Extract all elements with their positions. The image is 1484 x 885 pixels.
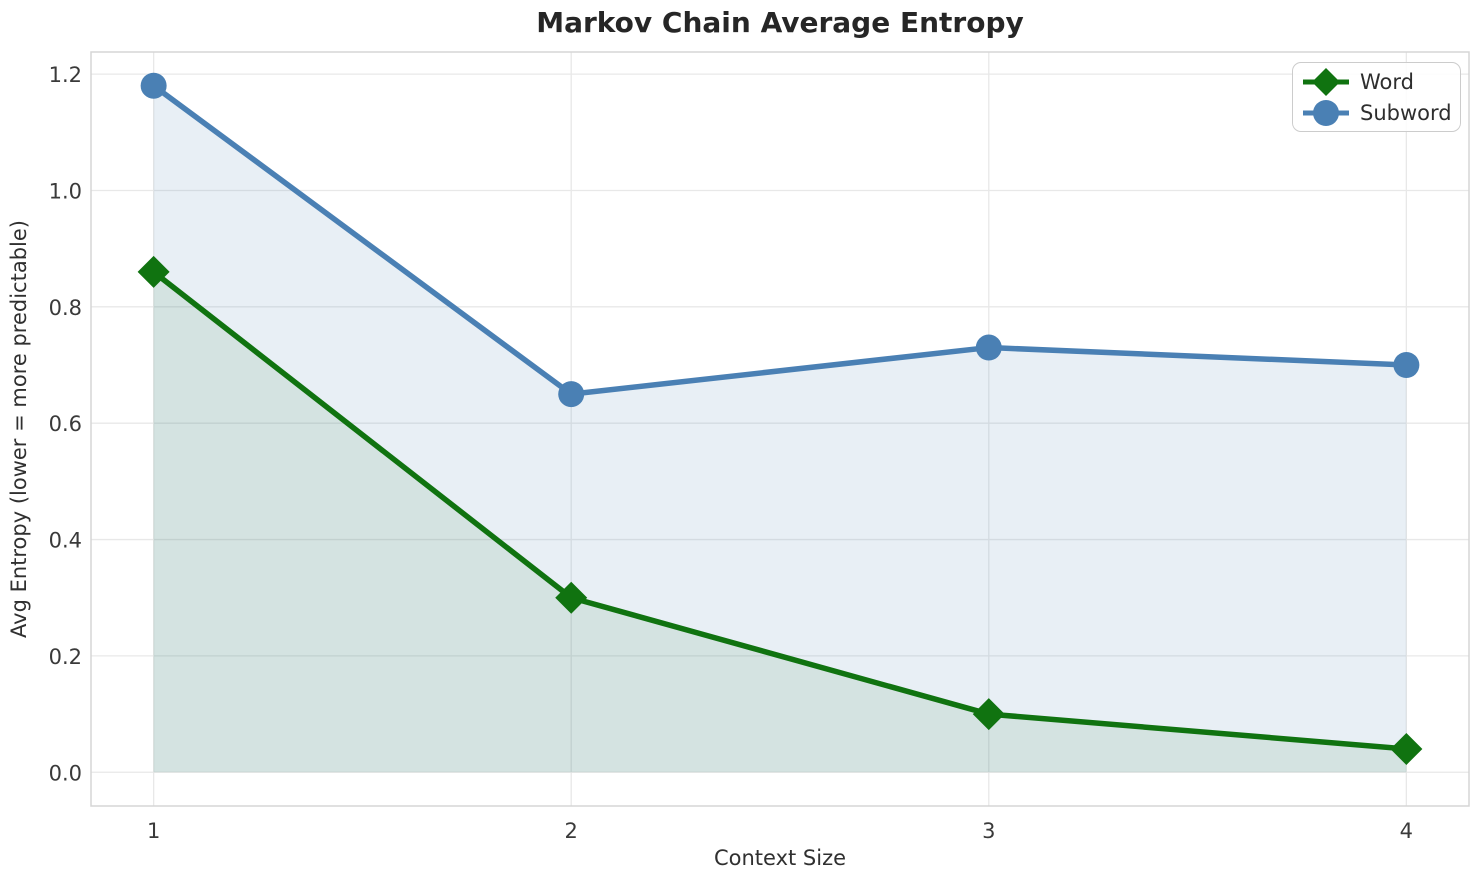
x-tick-label: 4: [1400, 819, 1413, 843]
word-point: [137, 255, 170, 288]
x-tick-label: 2: [565, 819, 578, 843]
word-point: [1390, 732, 1423, 765]
word-marker-icon: [1303, 67, 1349, 96]
y-tick-label: 1.0: [49, 179, 82, 203]
subword-point: [975, 334, 1002, 361]
x-axis-label: Context Size: [713, 846, 847, 870]
word-point: [972, 698, 1005, 731]
plot-frame: [90, 51, 1470, 807]
x-tick-label: 1: [147, 819, 160, 843]
subword-point: [558, 381, 585, 408]
y-tick-label: 0.0: [49, 761, 82, 785]
legend: Word Subword: [1292, 62, 1461, 132]
y-tick-label: 0.2: [49, 645, 82, 669]
word-point: [555, 581, 588, 614]
y-tick-label: 0.8: [49, 296, 82, 320]
legend-label-subword: Subword: [1360, 100, 1452, 125]
x-tick-label: 3: [982, 819, 995, 843]
subword-line: [150, 82, 1410, 397]
word-fill: [153, 271, 1407, 773]
subword-point: [1393, 352, 1420, 379]
subword-fill: [153, 85, 1407, 773]
subword-marker-icon: [1303, 99, 1349, 126]
legend-item-word: Word: [1302, 66, 1451, 97]
chart-title: Markov Chain Average Entropy: [536, 6, 1024, 39]
y-tick-label: 1.2: [49, 63, 82, 87]
legend-item-subword: Subword: [1302, 97, 1452, 128]
y-tick-label: 0.6: [49, 412, 82, 436]
subword-point: [140, 72, 167, 99]
word-line: [150, 269, 1410, 752]
legend-label-word: Word: [1360, 69, 1414, 94]
y-tick-label: 0.4: [49, 529, 82, 553]
y-axis-label: Avg Entropy (lower = more predictable): [7, 220, 31, 638]
